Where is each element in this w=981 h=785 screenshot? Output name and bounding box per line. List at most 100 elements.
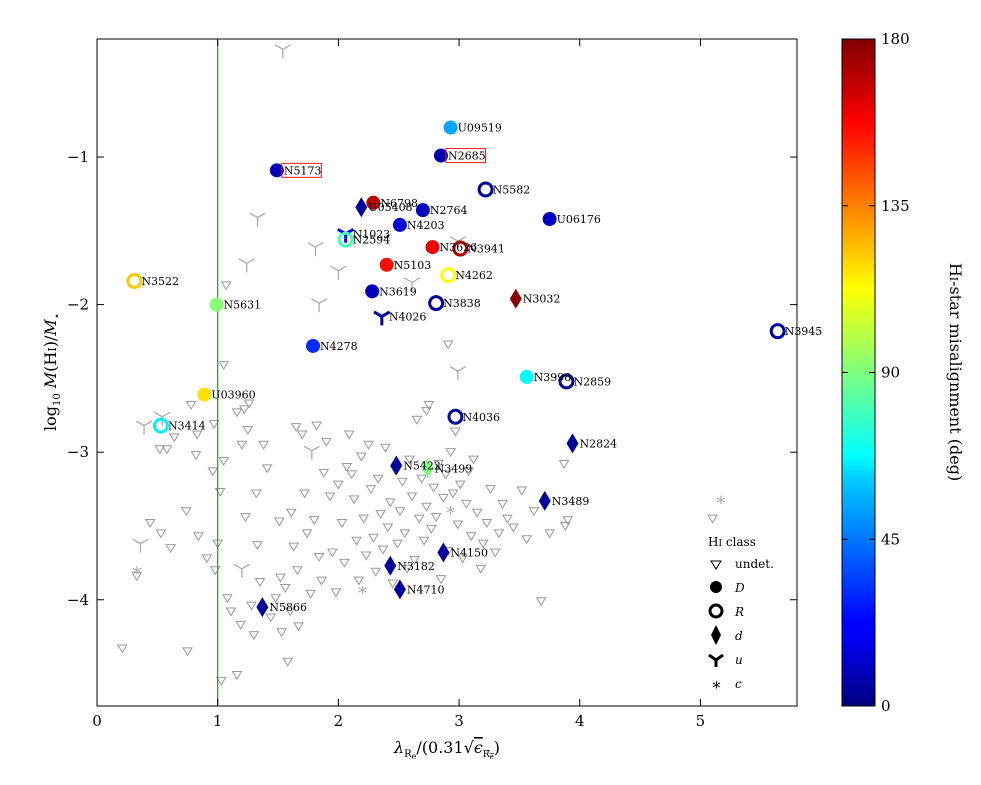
- label-n3522: N3522: [141, 275, 179, 288]
- undetected-point: [416, 474, 428, 484]
- label-u05408: U05408: [368, 201, 412, 214]
- undetected-point: [440, 470, 452, 480]
- undetected-point: [360, 551, 372, 561]
- undetected-point: [377, 545, 389, 555]
- point-n3998: [519, 369, 534, 384]
- undetected-point: [248, 631, 260, 641]
- point-n4026: [373, 310, 391, 326]
- y-tick-label: −2: [67, 296, 89, 314]
- undetected-point: [433, 459, 444, 469]
- point-n5173: [269, 163, 284, 178]
- undetected-point: [250, 489, 262, 499]
- undetected-point: [207, 467, 219, 477]
- undetected-point: [430, 513, 442, 523]
- undetected-point: [421, 502, 432, 512]
- undetected-point: [559, 521, 571, 531]
- legend-marker-u: [708, 653, 724, 667]
- undetected-point: [421, 406, 432, 416]
- point-n3619: [365, 284, 380, 299]
- undetected-point: [326, 548, 338, 558]
- x-axis-title: λRe/(0.31√ϵRe): [393, 738, 500, 761]
- undetected-point: [243, 399, 255, 409]
- label-n3032: N3032: [523, 293, 561, 306]
- undetected-point: [457, 554, 469, 564]
- label-n4036: N4036: [462, 411, 500, 424]
- legend-label-undetected: undet.: [735, 557, 774, 571]
- undetected-point: [348, 495, 360, 505]
- undetected-point: [218, 457, 230, 467]
- undetected-point: [231, 671, 243, 680]
- point-u09519: [443, 120, 458, 135]
- undetected-point: [367, 533, 379, 543]
- label-n3499: N3499: [435, 462, 473, 475]
- undetected-point: [454, 480, 466, 490]
- undetected-point: [382, 523, 394, 533]
- point-n4278: [306, 338, 321, 353]
- unsettled-background-point: [403, 277, 421, 292]
- label-n5582: N5582: [493, 184, 531, 197]
- label-n3945: N3945: [785, 325, 823, 338]
- unsettled-background-point: [274, 44, 292, 59]
- undetected-point: [497, 499, 508, 509]
- complex-background-point: ∗: [356, 579, 368, 600]
- label-u06176: U06176: [557, 213, 601, 226]
- x-tick-label: 3: [454, 712, 464, 730]
- undetected-point: [463, 467, 475, 477]
- point-n2594: [337, 231, 354, 248]
- undetected-point: [131, 572, 143, 582]
- undetected-point: [562, 516, 574, 526]
- x-tick-label: 1: [213, 712, 223, 730]
- undetected-point: [182, 647, 193, 657]
- unsettled-background-point: [249, 212, 266, 227]
- undetected-point: [273, 517, 285, 527]
- colorbar-ticks: 0 45 90 135 180: [842, 30, 910, 715]
- undetected-point: [363, 440, 374, 450]
- undetected-point: [409, 555, 420, 565]
- complex-background-point: ∗: [131, 560, 143, 581]
- undetected-point: [265, 613, 277, 623]
- undetected-point: [365, 485, 377, 495]
- point-n4203: [392, 217, 407, 232]
- undetected-point: [558, 459, 570, 469]
- point-u05408: [355, 197, 368, 218]
- undetected-point: [225, 607, 237, 617]
- colorbar-tick-label: 90: [881, 364, 900, 382]
- undetected-point: [516, 486, 528, 496]
- undetected-point: [358, 514, 370, 524]
- undetected-point: [489, 548, 501, 558]
- undetected-point: [544, 529, 555, 539]
- undetected-point: [308, 516, 320, 526]
- point-n4036: [447, 408, 464, 425]
- point-n3838: [428, 295, 445, 312]
- undetected-point: [507, 523, 519, 533]
- undetected-point: [468, 455, 479, 465]
- point-n3489: [538, 490, 551, 511]
- x-tick-label: 0: [92, 712, 102, 730]
- label-n6798: N6798: [380, 197, 418, 210]
- label-n4026: N4026: [389, 310, 427, 323]
- undetected-point: [375, 510, 387, 520]
- undetected-point: [305, 589, 317, 599]
- undetected-point: [465, 532, 477, 542]
- undetected-point: [299, 489, 310, 499]
- x-tick-label: 2: [334, 712, 344, 730]
- undetected-point: [288, 542, 300, 552]
- undetected-point: [346, 470, 358, 480]
- undetected-point: [355, 452, 367, 462]
- legend-marker-d: [711, 625, 721, 645]
- x-tick-label: 5: [696, 712, 706, 730]
- detected-points: [126, 120, 786, 618]
- undetected-point: [218, 361, 230, 371]
- point-n2859: [558, 373, 575, 390]
- undetected-point: [396, 477, 408, 487]
- legend-label-R: R: [734, 605, 744, 619]
- label-n2594: N2594: [353, 234, 391, 247]
- undetected-point: [180, 507, 192, 517]
- undetected-point: [238, 405, 250, 415]
- legend-title: HI class: [708, 535, 756, 549]
- label-n1023: N1023: [353, 228, 391, 241]
- point-u03960: [197, 387, 212, 402]
- undetected-point: [413, 514, 425, 524]
- label-n3998: N3998: [534, 371, 572, 384]
- undetected-point: [380, 443, 391, 453]
